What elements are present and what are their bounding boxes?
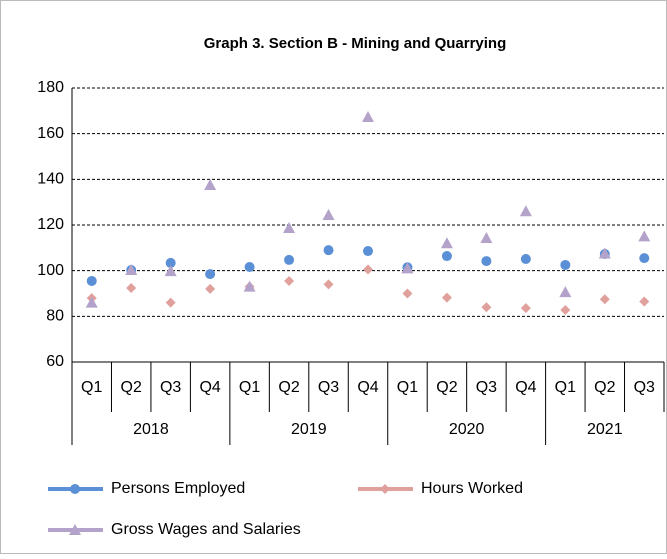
series-marker (323, 279, 334, 290)
series-marker (638, 230, 651, 242)
x-tick-label: Q2 (121, 379, 142, 396)
x-tick-label: Q2 (594, 379, 615, 396)
series-marker (481, 302, 492, 313)
series-marker (639, 253, 650, 264)
series-marker (323, 245, 334, 256)
series-marker (480, 232, 493, 244)
series-marker (401, 262, 414, 274)
series-marker (244, 262, 255, 273)
series-marker (559, 286, 572, 298)
x-tick-label: Q1 (239, 379, 260, 396)
series-marker (363, 246, 373, 257)
series-marker (481, 256, 492, 267)
series-marker (560, 304, 571, 315)
legend-label: Hours Worked (421, 480, 523, 497)
x-tick-label: Q4 (515, 379, 536, 396)
y-tick-label: 80 (46, 308, 64, 325)
series-marker (520, 254, 531, 265)
series-marker (243, 280, 256, 292)
x-tick-label: Q4 (357, 379, 378, 396)
x-group-label: 2018 (133, 421, 169, 438)
x-tick-label: Q3 (476, 379, 497, 396)
y-tick-label: 160 (37, 125, 64, 142)
series-marker (599, 294, 610, 305)
x-tick-label: Q1 (81, 379, 102, 396)
legend-marker (380, 484, 390, 494)
legend-marker (70, 484, 80, 494)
series-marker (639, 296, 650, 307)
series-marker (125, 263, 138, 275)
series-marker (165, 297, 176, 308)
series-marker (402, 288, 413, 299)
x-tick-label: Q3 (634, 379, 655, 396)
series-marker (440, 237, 453, 249)
series-marker (441, 292, 452, 303)
x-tick-label: Q4 (199, 379, 220, 396)
y-tick-label: 180 (37, 79, 64, 96)
series-marker (560, 259, 571, 270)
chart-title: Graph 3. Section B - Mining and Quarryin… (204, 35, 507, 52)
series-marker (165, 257, 176, 268)
x-tick-label: Q2 (436, 379, 457, 396)
series-marker (362, 110, 374, 122)
series-marker (204, 179, 217, 191)
series-marker (598, 247, 611, 259)
series-marker (205, 269, 216, 280)
series-marker (164, 265, 177, 277)
x-tick-label: Q1 (397, 379, 418, 396)
x-group-label: 2019 (291, 421, 327, 438)
x-group-label: 2021 (587, 421, 623, 438)
series-marker (520, 303, 531, 314)
series-marker (284, 275, 295, 286)
series-marker (283, 221, 296, 233)
series-marker (519, 205, 532, 217)
series-marker (86, 275, 97, 286)
legend-label: Persons Employed (111, 480, 245, 497)
series-marker (284, 254, 295, 265)
series-marker (126, 283, 137, 294)
y-tick-label: 140 (37, 171, 64, 188)
x-tick-label: Q3 (318, 379, 339, 396)
y-tick-label: 60 (46, 353, 64, 370)
series-marker (363, 264, 373, 275)
legend-label: Gross Wages and Salaries (111, 521, 301, 538)
series-marker (441, 251, 452, 262)
x-tick-label: Q3 (160, 379, 181, 396)
y-tick-label: 100 (37, 262, 64, 279)
x-tick-label: Q2 (278, 379, 299, 396)
series-marker (322, 208, 335, 220)
x-group-label: 2020 (449, 421, 485, 438)
x-tick-label: Q1 (555, 379, 576, 396)
y-tick-label: 120 (37, 216, 64, 233)
series-marker (205, 283, 216, 294)
series-marker (85, 296, 98, 308)
legend-marker (69, 524, 81, 535)
